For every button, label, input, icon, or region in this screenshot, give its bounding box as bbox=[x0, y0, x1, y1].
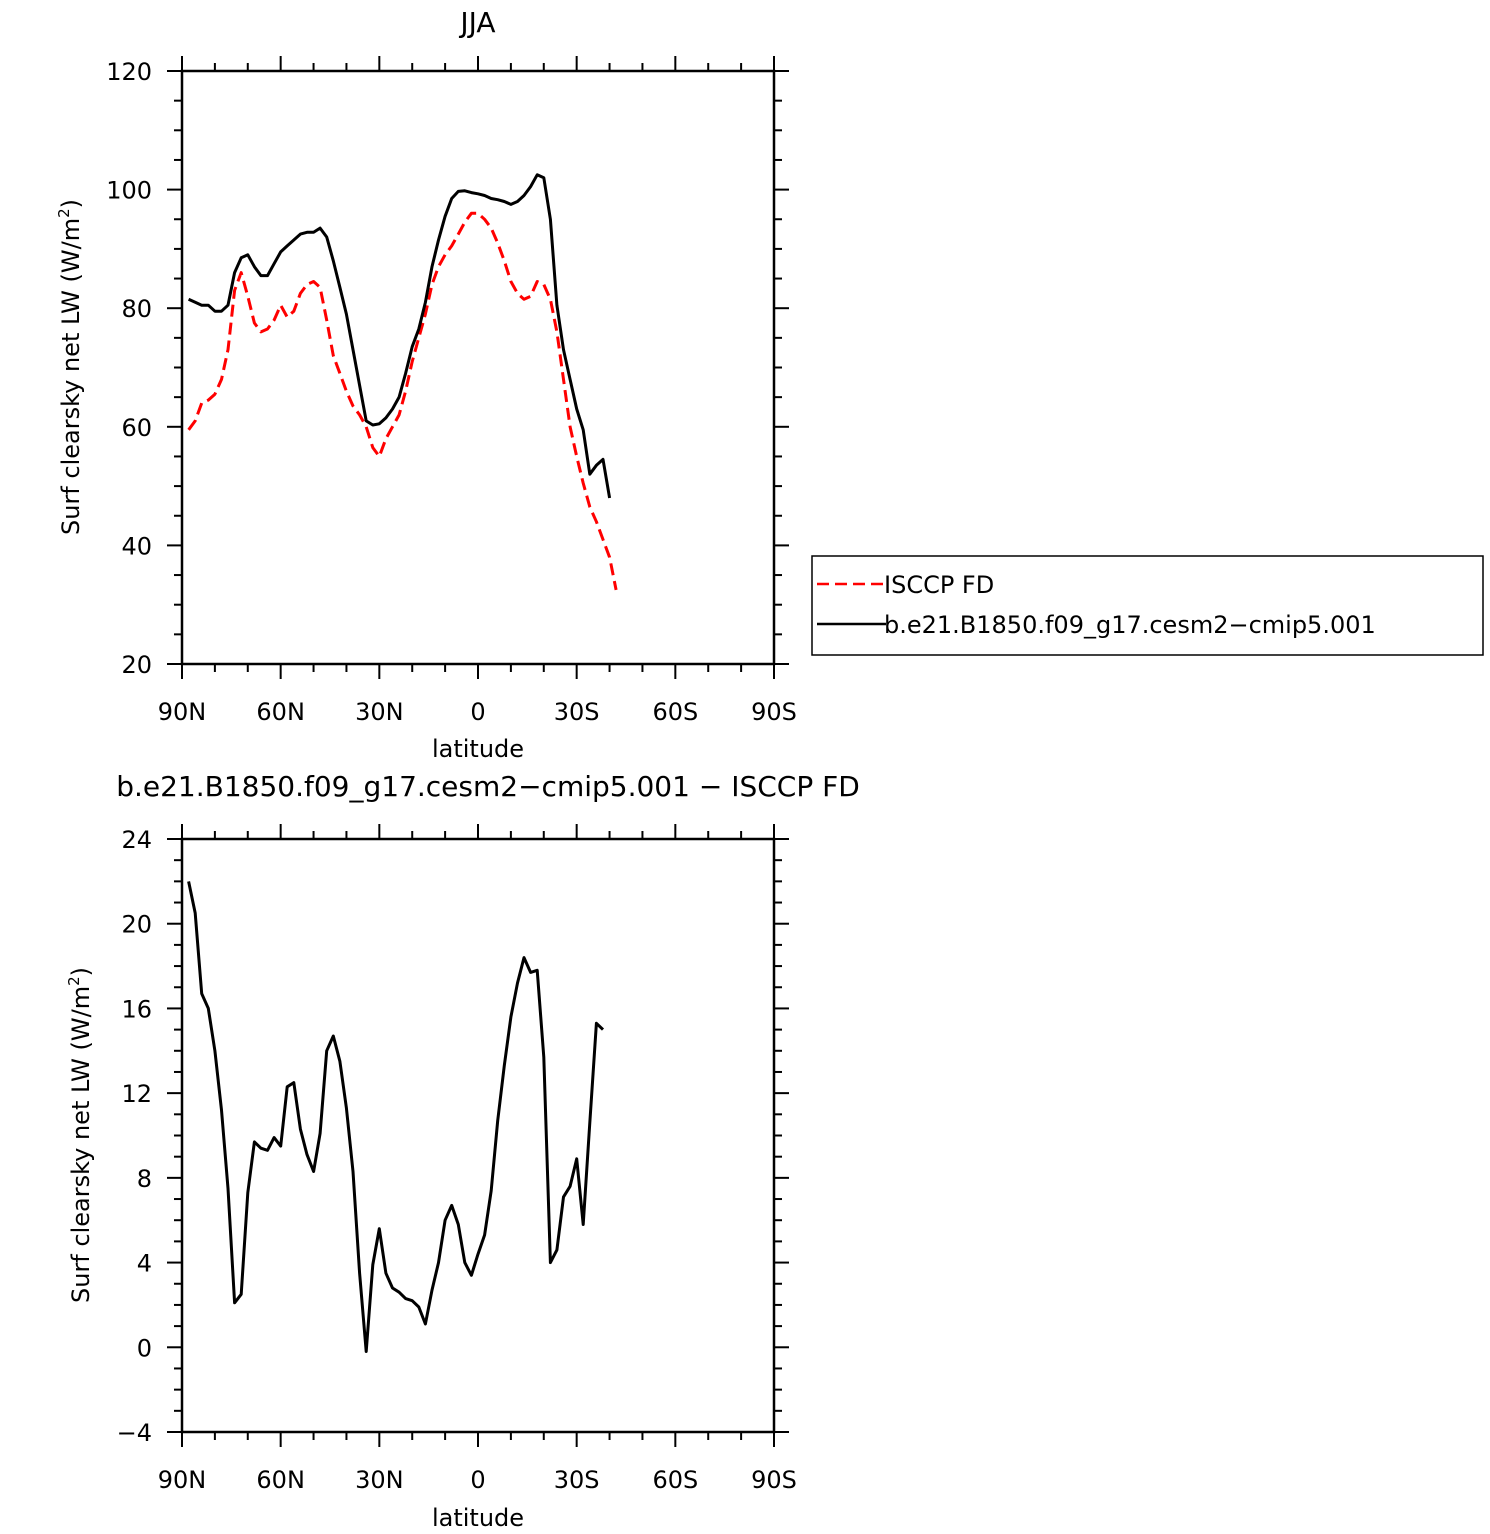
x-tick-label: 60S bbox=[652, 1466, 698, 1494]
legend: ISCCP FD b.e21.B1850.f09_g17.cesm2−cmip5… bbox=[811, 555, 1484, 656]
y-tick-label: 60 bbox=[121, 414, 152, 442]
top-y-axis-label-superscript: 2 bbox=[55, 208, 73, 218]
top-y-axis-label-main: Surf clearsky net LW (W/m bbox=[57, 218, 85, 535]
top-chart-title: JJA bbox=[458, 6, 495, 39]
y-tick-label: 0 bbox=[137, 1334, 152, 1362]
x-tick-label: 0 bbox=[470, 698, 485, 726]
x-tick-label: 90N bbox=[158, 698, 207, 726]
x-tick-label: 30S bbox=[554, 698, 600, 726]
y-tick-label: 20 bbox=[121, 911, 152, 939]
top-axis-ticks bbox=[167, 56, 789, 679]
x-tick-label: 30S bbox=[554, 1466, 600, 1494]
x-tick-label: 60N bbox=[256, 1466, 305, 1494]
x-tick-label: 90N bbox=[158, 1466, 207, 1494]
x-tick-label: 90S bbox=[751, 698, 797, 726]
series-line-0 bbox=[187, 881, 605, 1353]
bottom-x-tick-labels: 90N 60N 30N 0 30S 60S 90S bbox=[158, 1466, 797, 1494]
series-line-0 bbox=[187, 211, 618, 591]
y-tick-label: 8 bbox=[137, 1165, 152, 1193]
series-line-1 bbox=[187, 173, 612, 499]
bottom-chart-title: b.e21.B1850.f09_g17.cesm2−cmip5.001 − IS… bbox=[116, 770, 860, 803]
x-tick-label: 30N bbox=[355, 1466, 404, 1494]
top-panel: JJA 20 40 60 80 100 120 90N 60N 30N 0 30S 60S 90S l… bbox=[55, 6, 1484, 763]
top-series-group bbox=[187, 173, 618, 591]
top-plot-frame bbox=[180, 69, 776, 666]
top-y-axis-label: Surf clearsky net LW (W/m2) bbox=[55, 199, 85, 535]
bottom-y-tick-labels: −4 0 4 8 12 16 20 24 bbox=[117, 826, 152, 1447]
x-tick-label: 60S bbox=[652, 698, 698, 726]
bottom-panel: b.e21.B1850.f09_g17.cesm2−cmip5.001 − IS… bbox=[65, 770, 860, 1532]
bottom-y-axis-label: Surf clearsky net LW (W/m2) bbox=[65, 967, 95, 1303]
y-tick-label: 16 bbox=[121, 995, 152, 1023]
legend-label-isccp: ISCCP FD bbox=[884, 571, 994, 599]
bottom-y-axis-label-main: Surf clearsky net LW (W/m bbox=[67, 986, 95, 1303]
bottom-x-axis-label: latitude bbox=[432, 1504, 524, 1532]
y-tick-label: 4 bbox=[137, 1250, 152, 1278]
bottom-axis-ticks bbox=[167, 824, 789, 1447]
x-tick-label: 90S bbox=[751, 1466, 797, 1494]
legend-box bbox=[811, 555, 1484, 656]
top-x-axis-label: latitude bbox=[432, 735, 524, 763]
x-tick-label: 60N bbox=[256, 698, 305, 726]
y-tick-label: 12 bbox=[121, 1080, 152, 1108]
legend-label-cesm2: b.e21.B1850.f09_g17.cesm2−cmip5.001 bbox=[884, 611, 1376, 639]
top-x-tick-labels: 90N 60N 30N 0 30S 60S 90S bbox=[158, 698, 797, 726]
x-tick-label: 30N bbox=[355, 698, 404, 726]
y-tick-label: 20 bbox=[121, 651, 152, 679]
top-y-axis-label-close: ) bbox=[57, 199, 85, 208]
bottom-y-axis-label-superscript: 2 bbox=[65, 976, 83, 986]
bottom-y-axis-label-close: ) bbox=[67, 967, 95, 976]
y-tick-label: 120 bbox=[106, 58, 152, 86]
y-tick-label: 40 bbox=[121, 532, 152, 560]
y-tick-label: 100 bbox=[106, 177, 152, 205]
bottom-plot-frame bbox=[180, 837, 776, 1434]
x-tick-label: 0 bbox=[470, 1466, 485, 1494]
y-tick-label: 24 bbox=[121, 826, 152, 854]
bottom-series-group bbox=[187, 881, 605, 1353]
y-tick-label: 80 bbox=[121, 295, 152, 323]
y-tick-label: −4 bbox=[117, 1419, 152, 1447]
top-y-tick-labels: 20 40 60 80 100 120 bbox=[106, 58, 152, 679]
